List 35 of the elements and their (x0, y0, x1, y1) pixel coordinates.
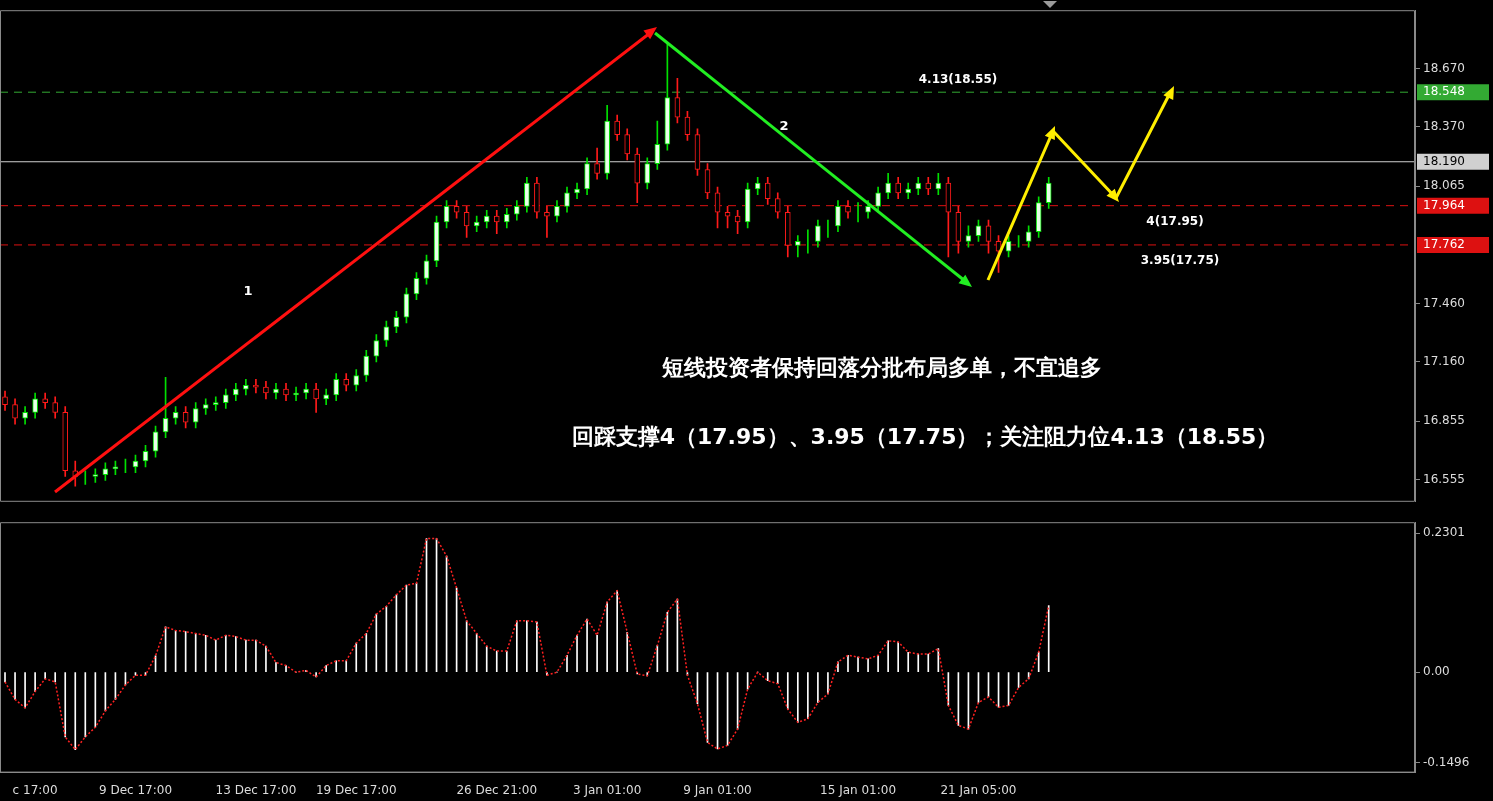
candlestick (794, 235, 801, 258)
x-tick-label: 3 Jan 01:00 (572, 782, 642, 797)
annotation: 4.13(18.55) (918, 71, 998, 86)
y-tick-label: 16.555 (1423, 471, 1465, 486)
y-tick-label: 0.2301 (1423, 525, 1465, 540)
annotation: 2 (779, 118, 789, 134)
annotation: 4(17.95) (1146, 213, 1204, 228)
x-tick-label: 9 Dec 17:00 (98, 782, 173, 797)
x-tick-label: 9 Jan 01:00 (683, 782, 752, 797)
y-tick-label: 16.855 (1423, 413, 1465, 428)
annotation: 回踩支撑4（17.95）、3.95（17.75）；关注阻力位4.13（18.55） (571, 423, 1279, 449)
y-tick-label: 17.160 (1423, 354, 1465, 369)
y-tick-label: 18.065 (1423, 178, 1465, 193)
line-series (4, 537, 1050, 751)
candlestick (212, 396, 219, 411)
annotation: 3.95(17.75) (1140, 253, 1220, 268)
x-tick-label: 21 Jan 05:00 (940, 782, 1017, 797)
x-tick-label: 15 Jan 01:00 (820, 782, 897, 797)
x-tick-label: c 17:00 (12, 782, 58, 797)
annotation: 短线投资者保持回落分批布局多单，不宜追多 (661, 354, 1102, 380)
y-tick-label: 17.460 (1423, 295, 1465, 310)
annotation: 1 (243, 283, 253, 299)
x-tick-label: 13 Dec 17:00 (215, 782, 297, 797)
y-tick-label: 18.370 (1423, 118, 1465, 133)
ref-line-label: 17.762 (1423, 237, 1465, 252)
y-tick-label: -0.1496 (1423, 754, 1470, 769)
ref-line-label: 18.548 (1423, 84, 1465, 99)
ref-line-label: 17.964 (1423, 197, 1465, 212)
y-tick-label: 0.00 (1423, 664, 1450, 679)
candlestick (253, 379, 259, 394)
x-tick-label: 26 Dec 21:00 (456, 782, 538, 797)
x-tick-label: 19 Dec 17:00 (315, 782, 397, 797)
ref-line-label: 18.190 (1423, 153, 1465, 168)
candlestick (493, 210, 500, 234)
y-tick-label: 18.670 (1423, 60, 1465, 75)
